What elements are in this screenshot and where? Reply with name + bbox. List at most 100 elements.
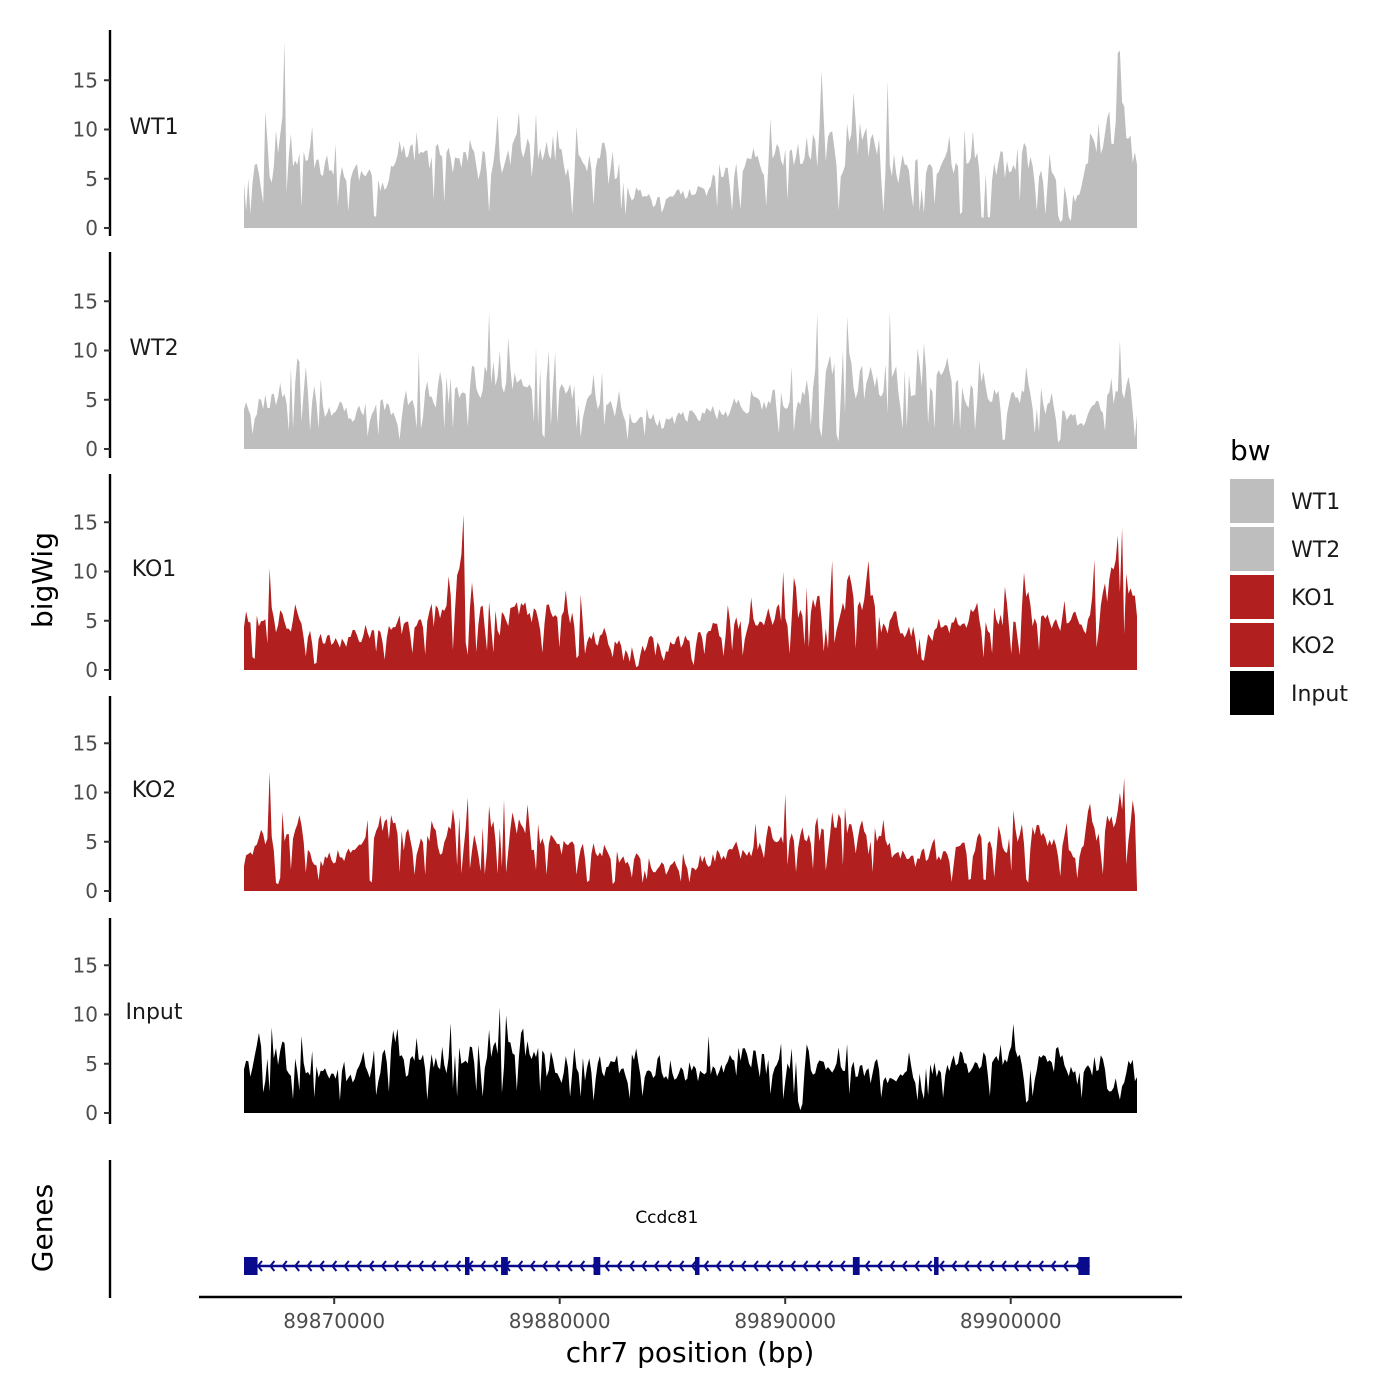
- strand-arrow: [256, 1260, 263, 1272]
- coverage-area-wt2: [244, 311, 1137, 449]
- strand-arrow: [281, 1260, 288, 1272]
- legend-key-ko2: [1230, 623, 1274, 667]
- bigwig-tracks: 0 5 10 15 WT1 0 5 10 15 WT2 0 5 10 15 KO1 0 5 10 15 KO2 0 5 10…: [73, 30, 1137, 1125]
- strand-arrow: [269, 1260, 276, 1272]
- gene-exon: [695, 1257, 700, 1275]
- strand-arrow: [492, 1260, 499, 1272]
- legend-label-wt1: WT1: [1291, 490, 1340, 515]
- strand-arrow: [913, 1260, 920, 1272]
- coverage-area-ko1: [244, 514, 1137, 670]
- track-label: KO2: [132, 778, 177, 803]
- track-ko2: 0 5 10 15 KO2: [73, 696, 1137, 903]
- strand-arrow: [802, 1260, 809, 1272]
- x-tick-label: 89890000: [734, 1309, 836, 1333]
- x-tick-label: 89870000: [283, 1309, 385, 1333]
- strand-arrow: [951, 1260, 958, 1272]
- strand-arrow: [405, 1260, 412, 1272]
- y-tick-label: 15: [73, 68, 98, 92]
- strand-arrow: [975, 1260, 982, 1272]
- legend-title: bw: [1230, 434, 1271, 467]
- strand-arrow: [1000, 1260, 1007, 1272]
- strand-arrow: [331, 1260, 338, 1272]
- gene-exon: [1078, 1257, 1090, 1275]
- y-tick-label: 0: [85, 437, 98, 461]
- x-tick-label: 89880000: [509, 1309, 611, 1333]
- strand-arrow: [455, 1260, 462, 1272]
- y-tick-label: 5: [85, 609, 98, 633]
- gene-exon: [464, 1257, 470, 1275]
- strand-arrow: [789, 1260, 796, 1272]
- strand-arrow: [343, 1260, 350, 1272]
- strand-arrow: [1013, 1260, 1020, 1272]
- genes-track: Ccdc81: [108, 1160, 1090, 1298]
- strand-arrow: [393, 1260, 400, 1272]
- gene-exon: [593, 1257, 601, 1275]
- strand-arrow: [529, 1260, 536, 1272]
- strand-arrow: [988, 1260, 995, 1272]
- legend-key-wt1: [1230, 479, 1274, 523]
- strand-arrow: [355, 1260, 362, 1272]
- y-tick-label: 10: [73, 560, 98, 584]
- y-axis-title: bigWig: [26, 532, 59, 628]
- strand-arrow: [876, 1260, 883, 1272]
- strand-arrow: [777, 1260, 784, 1272]
- track-label: KO1: [132, 557, 177, 582]
- strand-arrow: [938, 1260, 945, 1272]
- strand-arrow: [554, 1260, 561, 1272]
- strand-arrow: [1050, 1260, 1057, 1272]
- genes-track-title: Genes: [26, 1184, 59, 1272]
- strand-arrow: [827, 1260, 834, 1272]
- y-tick-label: 10: [73, 1003, 98, 1027]
- strand-arrow: [690, 1260, 697, 1272]
- gene-exon: [244, 1257, 258, 1275]
- gene-exon: [934, 1257, 939, 1275]
- y-tick-label: 5: [85, 388, 98, 412]
- strand-arrow: [368, 1260, 375, 1272]
- track-label: WT1: [129, 115, 178, 140]
- legend-label-ko2: KO2: [1291, 634, 1336, 659]
- y-tick-label: 0: [85, 1101, 98, 1125]
- y-tick-label: 5: [85, 1052, 98, 1076]
- strand-arrow: [616, 1260, 623, 1272]
- strand-arrow: [541, 1260, 548, 1272]
- strand-arrow: [380, 1260, 387, 1272]
- track-input: 0 5 10 15 Input: [73, 918, 1137, 1125]
- strand-arrow: [566, 1260, 573, 1272]
- strand-arrow: [901, 1260, 908, 1272]
- y-tick-label: 15: [73, 510, 98, 534]
- strand-arrow: [715, 1260, 722, 1272]
- strand-arrow: [579, 1260, 586, 1272]
- legend: bw WT1 WT2 KO1 KO2 Input: [1230, 434, 1348, 715]
- x-tick-label: 89900000: [960, 1309, 1062, 1333]
- y-tick-label: 5: [85, 167, 98, 191]
- gene-exon: [501, 1257, 508, 1275]
- track-ko1: 0 5 10 15 KO1: [73, 474, 1137, 682]
- y-tick-label: 10: [73, 339, 98, 363]
- legend-key-input: [1230, 671, 1274, 715]
- strand-arrow: [926, 1260, 933, 1272]
- y-tick-label: 10: [73, 781, 98, 805]
- strand-arrow: [430, 1260, 437, 1272]
- legend-key-wt2: [1230, 527, 1274, 571]
- x-axis-title: chr7 position (bp): [566, 1336, 815, 1369]
- strand-arrow: [1025, 1260, 1032, 1272]
- strand-arrow: [417, 1260, 424, 1272]
- strand-arrow: [1037, 1260, 1044, 1272]
- y-tick-label: 0: [85, 216, 98, 240]
- strand-arrow: [814, 1260, 821, 1272]
- track-label: WT2: [129, 336, 178, 361]
- legend-label-ko1: KO1: [1291, 586, 1336, 611]
- y-tick-label: 5: [85, 830, 98, 854]
- y-tick-label: 0: [85, 658, 98, 682]
- strand-arrow: [641, 1260, 648, 1272]
- strand-arrow: [1062, 1260, 1069, 1272]
- y-tick-label: 15: [73, 731, 98, 755]
- legend-label-wt2: WT2: [1291, 538, 1340, 563]
- coverage-area-input: [244, 1007, 1137, 1113]
- strand-arrow: [765, 1260, 772, 1272]
- track-wt1: 0 5 10 15 WT1: [73, 30, 1137, 240]
- strand-arrow: [752, 1260, 759, 1272]
- strand-arrow: [703, 1260, 710, 1272]
- strand-arrow: [740, 1260, 747, 1272]
